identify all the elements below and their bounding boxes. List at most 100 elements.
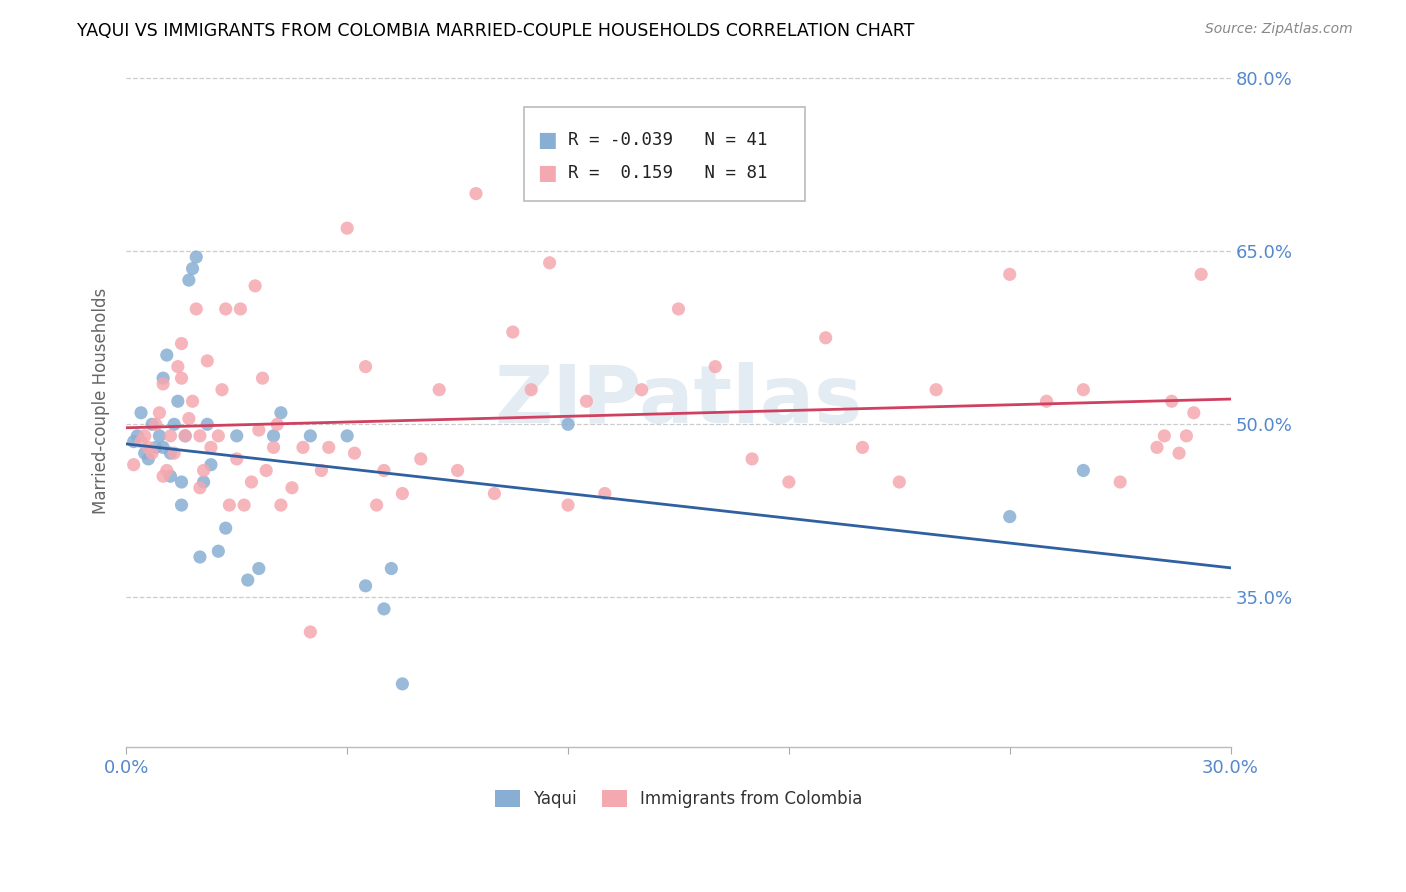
Point: [291, 441, 314, 455]
Point: [218, 498, 240, 512]
Text: R = -0.039   N = 41: R = -0.039 N = 41: [568, 130, 768, 149]
Text: ■: ■: [537, 163, 557, 183]
Point: [336, 221, 359, 235]
Point: [266, 417, 288, 432]
Point: [145, 417, 167, 432]
Point: [240, 475, 263, 489]
Point: [148, 406, 170, 420]
Point: [236, 573, 259, 587]
Point: [122, 458, 145, 472]
Point: [851, 441, 873, 455]
Point: [207, 429, 229, 443]
Point: [229, 301, 252, 316]
Point: [270, 498, 292, 512]
Point: [557, 498, 579, 512]
Point: [1153, 429, 1175, 443]
Point: [170, 336, 193, 351]
Point: [354, 359, 377, 374]
Point: [336, 429, 359, 443]
Point: [254, 463, 277, 477]
Point: [520, 383, 543, 397]
Point: [380, 561, 402, 575]
Point: [484, 486, 506, 500]
Point: [391, 677, 413, 691]
Point: [134, 446, 156, 460]
Point: [129, 406, 152, 420]
Point: [354, 579, 377, 593]
Point: [299, 429, 322, 443]
Point: [181, 394, 204, 409]
Point: [181, 261, 204, 276]
Point: [925, 383, 948, 397]
Point: [152, 371, 174, 385]
Point: [188, 481, 211, 495]
Point: [193, 463, 215, 477]
Point: [1175, 429, 1198, 443]
Point: [998, 268, 1021, 282]
Point: [778, 475, 800, 489]
Point: [373, 463, 395, 477]
Point: [186, 250, 208, 264]
Point: [200, 458, 222, 472]
Point: [170, 475, 193, 489]
Point: [145, 441, 167, 455]
Point: [263, 441, 285, 455]
Point: [366, 498, 388, 512]
Point: [159, 446, 181, 460]
Point: [166, 359, 188, 374]
Point: [141, 417, 163, 432]
Point: [188, 429, 211, 443]
Point: [156, 463, 179, 477]
Point: [704, 359, 727, 374]
Point: [575, 394, 598, 409]
Point: [195, 417, 218, 432]
Point: [156, 348, 179, 362]
Point: [889, 475, 911, 489]
Point: [174, 429, 197, 443]
Point: [141, 446, 163, 460]
Point: [1160, 394, 1182, 409]
Point: [138, 451, 160, 466]
Point: [193, 475, 215, 489]
Point: [215, 301, 238, 316]
FancyBboxPatch shape: [524, 107, 806, 201]
Point: [159, 429, 181, 443]
Point: [138, 441, 160, 455]
Text: ■: ■: [537, 129, 557, 150]
Point: [174, 429, 197, 443]
Point: [465, 186, 488, 201]
Point: [1182, 406, 1205, 420]
Point: [170, 498, 193, 512]
Point: [177, 411, 200, 425]
Point: [200, 441, 222, 455]
Point: [1146, 441, 1168, 455]
Point: [211, 383, 233, 397]
Point: [668, 301, 690, 316]
Point: [166, 394, 188, 409]
Point: [630, 383, 652, 397]
Point: [170, 371, 193, 385]
Point: [163, 446, 186, 460]
Point: [152, 469, 174, 483]
Point: [252, 371, 274, 385]
Point: [1168, 446, 1191, 460]
Point: [373, 602, 395, 616]
Point: [122, 434, 145, 449]
Point: [446, 463, 468, 477]
Point: [557, 417, 579, 432]
Point: [263, 429, 285, 443]
Point: [1109, 475, 1132, 489]
Point: [502, 325, 524, 339]
Point: [186, 301, 208, 316]
Text: YAQUI VS IMMIGRANTS FROM COLOMBIA MARRIED-COUPLE HOUSEHOLDS CORRELATION CHART: YAQUI VS IMMIGRANTS FROM COLOMBIA MARRIE…: [77, 22, 915, 40]
Legend: Yaqui, Immigrants from Colombia: Yaqui, Immigrants from Colombia: [488, 784, 869, 815]
Point: [134, 429, 156, 443]
Text: ZIPatlas: ZIPatlas: [495, 362, 862, 441]
Point: [247, 423, 270, 437]
Point: [299, 624, 322, 639]
Point: [270, 406, 292, 420]
Point: [188, 549, 211, 564]
Point: [814, 331, 837, 345]
Point: [1073, 383, 1095, 397]
Point: [233, 498, 256, 512]
